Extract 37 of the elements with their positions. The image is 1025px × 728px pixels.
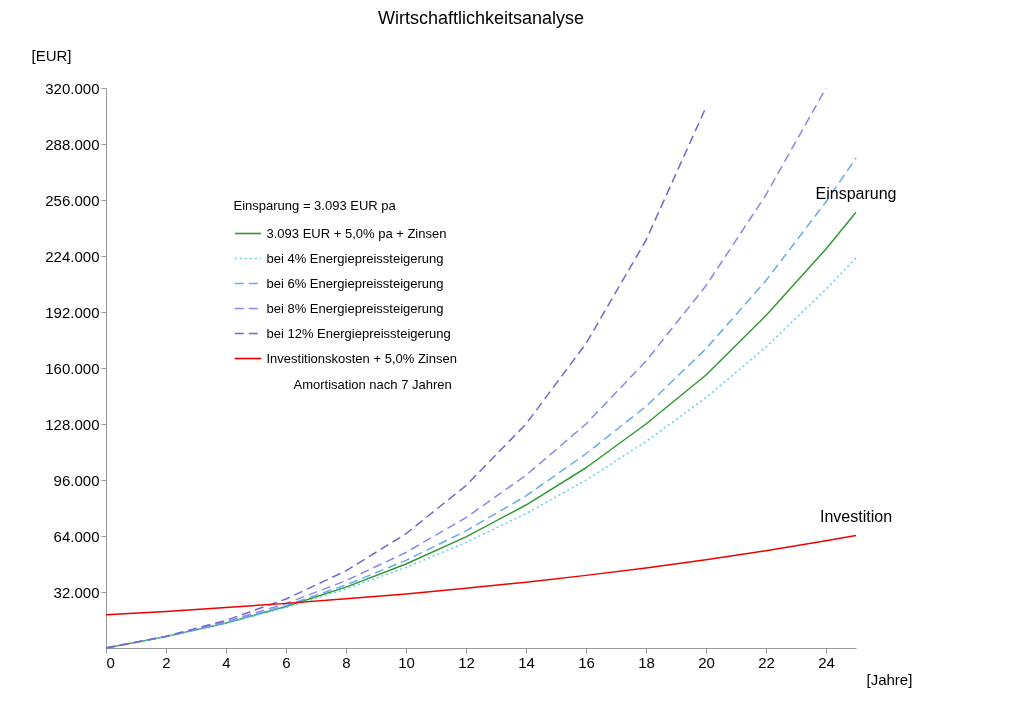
y-tick-label: 192.000 (45, 303, 100, 321)
x-tick-label: 18 (638, 653, 655, 671)
x-tick-label: 20 (698, 653, 715, 671)
legend-label: bei 8% Energiepreissteigerung (266, 300, 444, 316)
y-tick-label: 96.000 (53, 471, 100, 489)
y-tick-label: 128.000 (45, 415, 100, 433)
line-series (105, 534, 857, 616)
legend-label: Investitionskosten + 5,0% Zinsen (266, 350, 457, 366)
x-tick-label: 12 (458, 653, 475, 671)
legend-label: bei 12% Energiepreissteigerung (266, 325, 451, 341)
x-tick-label: 6 (282, 653, 291, 671)
x-tick-label: 22 (758, 653, 775, 671)
x-tick-label: 0 (106, 653, 115, 671)
x-tick-label: 24 (818, 653, 835, 671)
y-tick-label: 64.000 (53, 527, 100, 545)
chart-title: Wirtschaftlichkeitsanalyse (377, 8, 585, 28)
y-tick-label: 256.000 (45, 191, 100, 209)
legend-label: 3.093 EUR + 5,0% pa + Zinsen (266, 225, 447, 241)
legend-label: bei 4% Energiepreissteigerung (266, 250, 444, 266)
x-tick-label: 16 (578, 653, 595, 671)
x-axis-title: [Jahre] (866, 670, 913, 688)
x-tick-label: 8 (342, 653, 351, 671)
x-tick-label: 14 (518, 653, 535, 671)
legend-label: bei 6% Energiepreissteigerung (266, 275, 444, 291)
y-axis-title: [EUR] (31, 46, 72, 64)
y-tick-label: 320.000 (45, 79, 100, 97)
annotation: Investition (819, 508, 893, 526)
y-tick-label: 160.000 (45, 359, 100, 377)
y-tick-label: 288.000 (45, 135, 100, 153)
x-tick-label: 2 (162, 653, 171, 671)
annotation: Einsparung (815, 185, 897, 203)
annotation: Amortisation nach 7 Jahren (293, 376, 452, 392)
y-tick-label: 32.000 (53, 583, 100, 601)
legend-title: Einsparung = 3.093 EUR pa (233, 198, 397, 213)
y-tick-label: 224.000 (45, 247, 100, 265)
x-tick-label: 4 (222, 653, 231, 671)
x-tick-label: 10 (398, 653, 415, 671)
